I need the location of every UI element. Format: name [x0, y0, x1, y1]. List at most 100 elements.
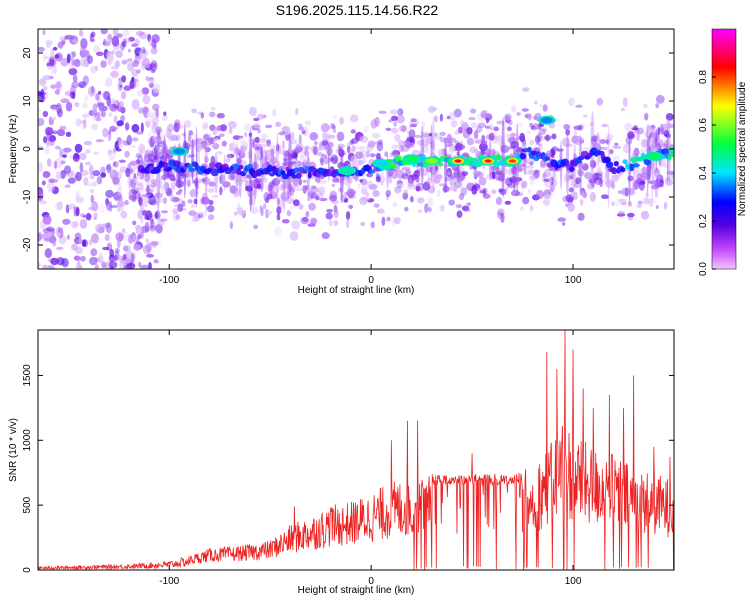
spectrogram-cell [448, 111, 457, 121]
spectrogram-cell [129, 160, 138, 166]
spectrogram-cell [422, 181, 431, 191]
spectrogram-cell [415, 185, 421, 192]
spectrogram-cell [122, 38, 127, 44]
spectrogram-cell [155, 223, 163, 234]
spectrogram-cell [201, 125, 208, 131]
snr-xtick-label: -100 [159, 576, 179, 587]
spectrogram-ridge-cell [307, 171, 312, 179]
spectrogram-cell [75, 190, 80, 199]
spectrogram-peak-core [340, 167, 353, 174]
spectrogram-cell [439, 131, 446, 136]
spectrogram-cell [96, 176, 103, 185]
spectrogram-cell [128, 79, 137, 90]
spectrogram-cell [100, 60, 107, 68]
spectrogram-cell [131, 78, 139, 83]
spectrogram-cell [154, 210, 161, 220]
spectrogram-cell [504, 200, 512, 205]
spectrogram-cell [404, 206, 409, 212]
spectrogram-cell [146, 111, 154, 118]
spectrogram-cell [135, 56, 142, 64]
spectrogram-cell [469, 146, 477, 154]
spectrogram-cell [370, 221, 376, 229]
spectrogram-cell [236, 209, 245, 216]
spectrogram-cell [320, 123, 330, 133]
spectrogram-streak [162, 134, 167, 183]
spectrogram-cell [533, 169, 541, 173]
spectrogram-cell [256, 183, 262, 190]
spectrogram-cell [249, 106, 257, 116]
spectrogram-cell [62, 147, 72, 153]
spectrogram-cell [104, 234, 110, 241]
spectrogram-cell [75, 171, 82, 182]
spectrogram-cell [117, 185, 123, 196]
spectrogram-cell [351, 145, 356, 153]
spectrogram-cell [162, 115, 168, 121]
spectrogram-cell [272, 178, 280, 186]
spectrogram-cell [109, 265, 114, 269]
spectrogram-cell [60, 160, 66, 165]
spectrogram-cell [472, 170, 482, 176]
spectrogram-cell [317, 186, 325, 196]
spectrogram-cell [263, 191, 270, 202]
spectrogram-cell [100, 29, 108, 35]
spectrogram-cell [145, 148, 152, 154]
spectrogram-cell [618, 198, 627, 204]
spectrogram-cell [302, 216, 309, 223]
spectrogram-cell [131, 144, 136, 149]
spectrogram-cell [127, 48, 131, 53]
spectrogram-ridge-cell [671, 151, 674, 158]
spectrogram-cell [48, 56, 57, 68]
spectrogram-cell [413, 169, 421, 178]
spectrogram-cell [515, 122, 524, 128]
spectrogram-streak [263, 148, 267, 180]
spectrogram-cell [466, 127, 473, 135]
spectrogram-cell [38, 92, 46, 103]
spectrogram-cell [433, 115, 438, 123]
spectrogram-cell [601, 123, 608, 128]
spectrogram-cell [149, 225, 157, 232]
spectrogram-cell [92, 103, 98, 114]
spectrogram-cell [74, 102, 80, 108]
spectrogram-cell [310, 192, 318, 199]
spectrogram-cell [320, 158, 325, 166]
spectrogram-cell [670, 171, 674, 179]
spectrogram-cell [521, 145, 528, 150]
spectrogram-cell [617, 190, 623, 195]
spectrogram-cell [244, 132, 248, 138]
spectrogram-cell [354, 151, 364, 160]
spectrogram-cell [165, 187, 173, 197]
spectrogram-ridge-cell [519, 152, 527, 160]
spectrogram-cell [637, 200, 644, 205]
spectrogram-cell [401, 166, 411, 171]
spectrogram-cell [86, 182, 95, 187]
spectrogram-cell [38, 142, 41, 146]
spectrogram-cell [396, 182, 405, 189]
spectrogram-cell [92, 170, 101, 177]
spectrogram-cell [527, 159, 536, 163]
spectrogram-cell [146, 184, 150, 194]
spectrogram-cell [116, 171, 122, 180]
spectrogram-cell [84, 161, 92, 166]
spectrogram-cell [664, 176, 672, 186]
spectrogram-cell [139, 31, 147, 40]
snr-marks [38, 330, 674, 570]
spectrogram-cell [126, 58, 133, 63]
spectrogram-cell [321, 232, 330, 240]
spectrogram-cell [54, 145, 61, 150]
spectrogram-cell [106, 95, 111, 107]
spectrogram-cell [636, 132, 640, 142]
spectrogram-cell [131, 76, 135, 83]
spectrogram-cell [97, 90, 102, 95]
spectrogram-cell [41, 180, 46, 186]
spectrogram-cell [120, 115, 126, 122]
spectrogram-cell [206, 205, 215, 213]
spectrogram-cell [449, 185, 458, 192]
spectrogram-cell [72, 39, 79, 44]
spectrogram-cell [461, 205, 470, 212]
spectrogram-cell [138, 107, 144, 114]
spectrogram-cell [521, 108, 529, 112]
spectrogram-cell [300, 217, 310, 225]
spectrogram-cell [257, 129, 261, 134]
snr-ytick-label: 0 [22, 567, 33, 573]
